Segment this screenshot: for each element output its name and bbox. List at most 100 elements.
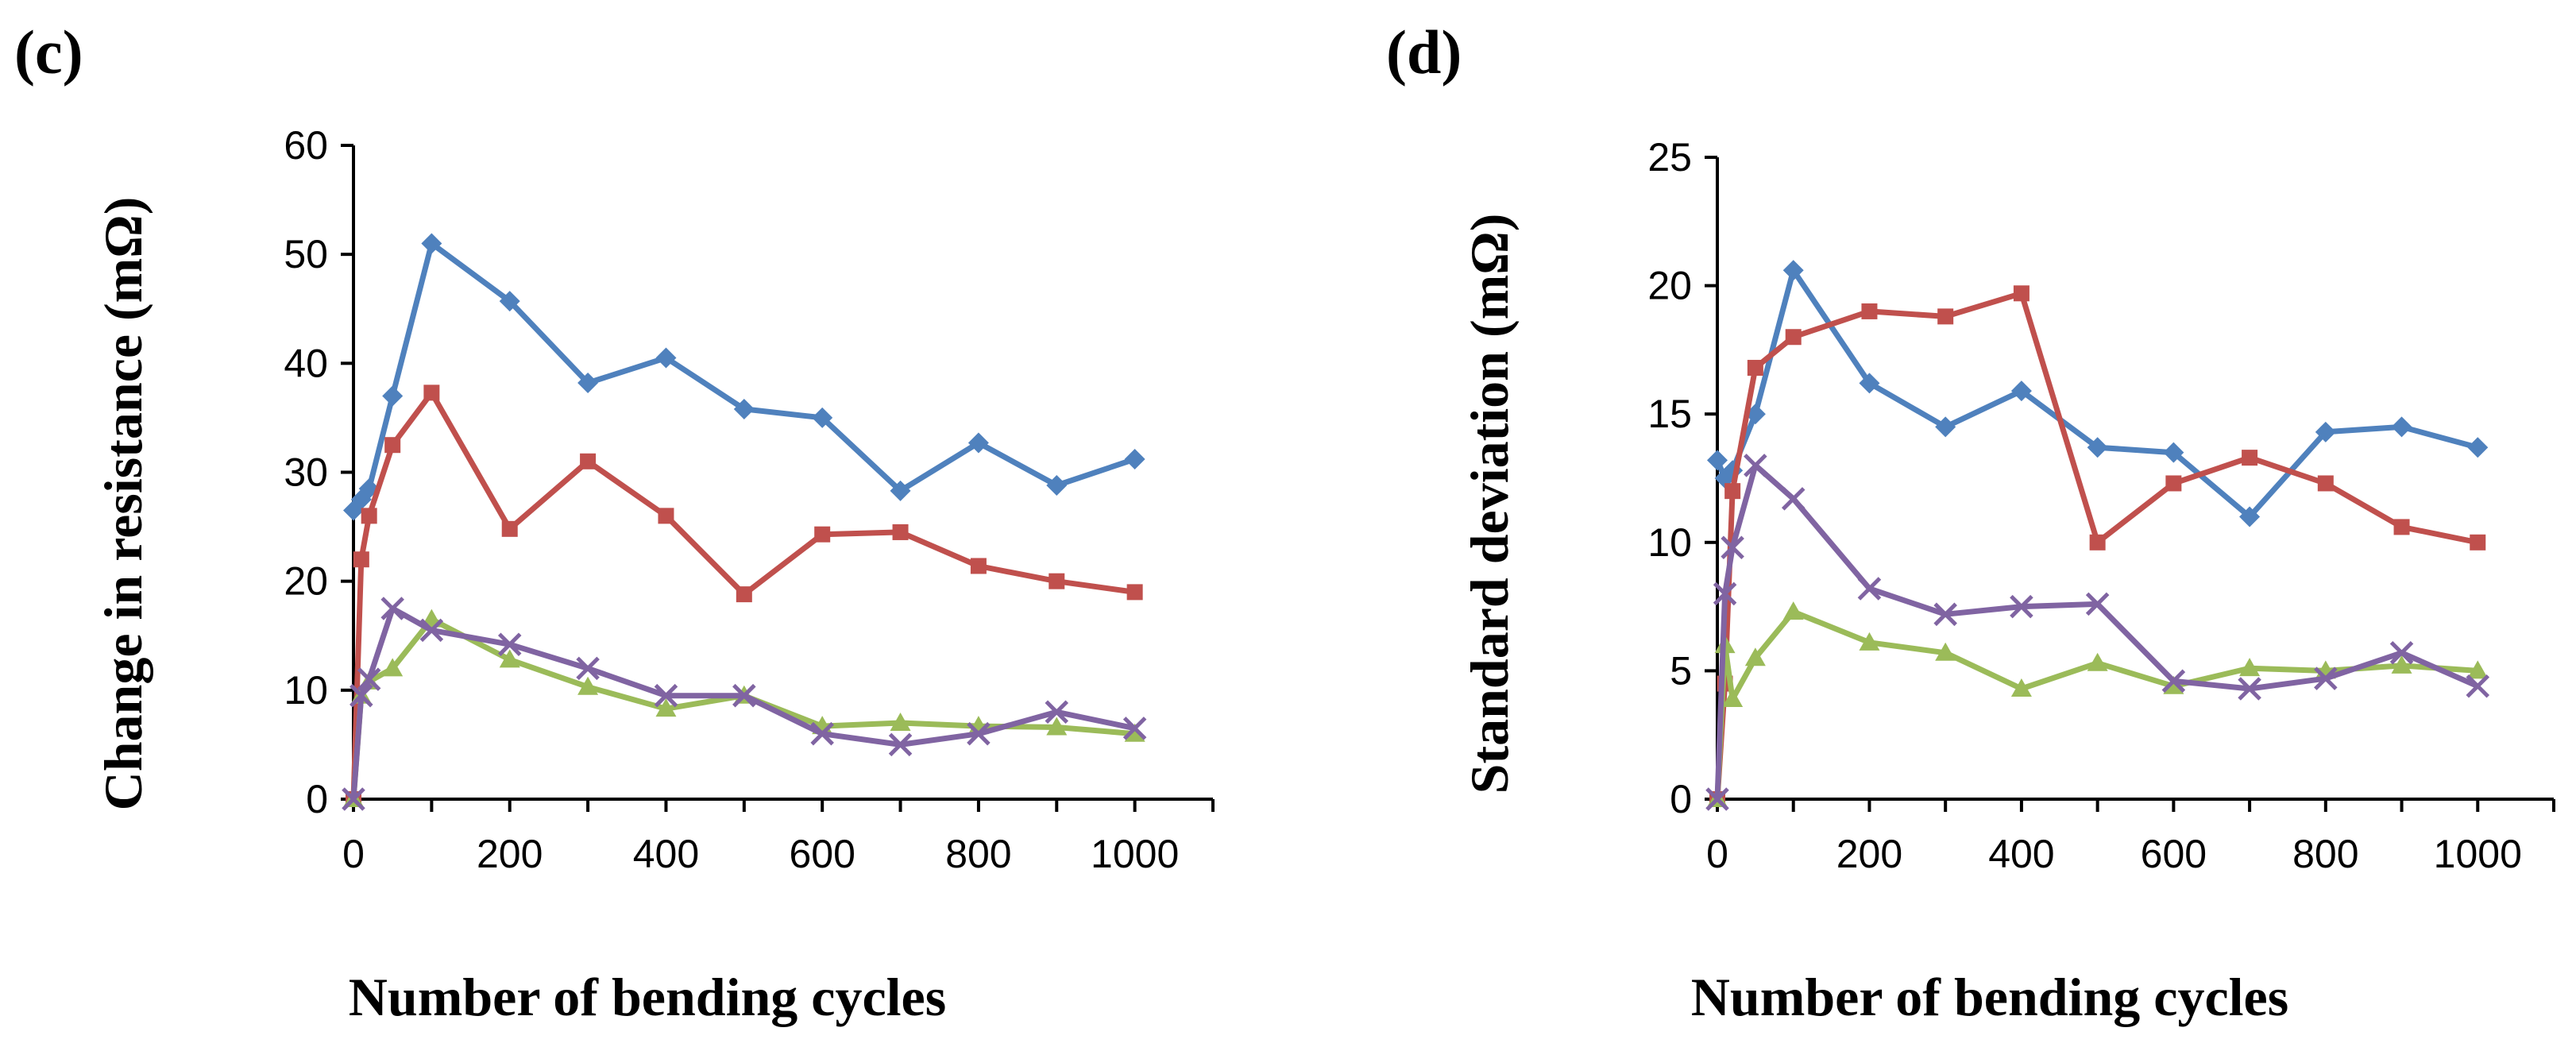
data-point-blue-d-10 (2239, 506, 2261, 527)
data-point-purple-d-8 (2085, 592, 2110, 616)
series-line-red-c (350, 389, 1138, 802)
data-point-purple-c-5 (497, 632, 522, 656)
data-point-red-c-4 (423, 384, 440, 401)
data-point-red-c-10 (892, 524, 909, 540)
x-tick-label-c-1: 200 (477, 832, 543, 876)
data-point-red-c-3 (384, 437, 401, 454)
data-point-purple-c-2 (357, 667, 381, 691)
data-point-red-c-9 (814, 526, 831, 543)
data-point-green-c-13 (1124, 723, 1145, 742)
x-tick-label-d-4: 800 (2292, 832, 2358, 876)
data-point-green-d-6 (1935, 642, 1956, 661)
data-point-purple-d-4 (1781, 487, 1806, 511)
data-point-red-d-12 (2393, 519, 2410, 535)
data-point-purple-d-2 (1721, 535, 1744, 560)
x-tick-label-c-2: 400 (633, 832, 699, 876)
data-point-red-d-7 (2013, 285, 2030, 302)
data-point-green-c-10 (890, 712, 911, 731)
x-tick-label-d-3: 600 (2141, 832, 2207, 876)
data-point-green-d-2 (1722, 688, 1744, 707)
y-tick-label-d-3: 15 (1647, 392, 1692, 436)
data-point-green-d-8 (2087, 652, 2108, 671)
series-line-blue-c (350, 241, 1138, 513)
data-point-blue-d-7 (2010, 381, 2032, 402)
x-tick-label-c-4: 800 (945, 832, 1011, 876)
data-point-red-d-6 (1937, 308, 1954, 325)
data-point-green-c-6 (577, 676, 599, 695)
data-point-purple-c-0 (342, 787, 365, 811)
data-point-purple-d-1 (1713, 581, 1737, 606)
data-point-green-d-4 (1782, 601, 1804, 620)
data-point-purple-d-3 (1744, 454, 1767, 477)
data-point-green-d-9 (2163, 675, 2184, 694)
data-point-purple-d-5 (1857, 577, 1882, 601)
x-tick-label-d-2: 400 (1988, 832, 2054, 876)
data-point-blue-d-5 (1859, 373, 1880, 394)
series-line-red-d (1714, 290, 2481, 802)
data-point-green-d-10 (2239, 658, 2261, 677)
data-point-red-c-12 (1049, 573, 1065, 589)
x-axis-title-c: Number of bending cycles (349, 967, 946, 1027)
x-tick-label-c-3: 600 (789, 832, 855, 876)
y-tick-label-d-5: 25 (1647, 135, 1692, 180)
data-point-blue-d-0 (1707, 450, 1728, 471)
y-tick-label-c-4: 40 (284, 341, 328, 385)
x-tick-label-d-1: 200 (1836, 832, 1902, 876)
data-point-purple-c-9 (810, 721, 834, 746)
data-point-red-c-8 (736, 586, 752, 603)
data-point-red-c-7 (658, 508, 674, 524)
data-point-green-c-12 (1046, 717, 1068, 736)
data-point-red-d-3 (1747, 360, 1763, 377)
data-point-red-d-11 (2317, 475, 2334, 492)
data-point-blue-c-10 (890, 480, 911, 501)
data-point-green-c-3 (382, 658, 404, 677)
data-point-purple-d-6 (1933, 602, 1957, 627)
data-point-red-d-5 (1861, 303, 1878, 319)
x-tick-label-c-5: 1000 (1091, 832, 1179, 876)
series-line-green-c (350, 616, 1138, 802)
data-point-blue-d-12 (2391, 416, 2412, 438)
data-point-purple-d-10 (2238, 677, 2261, 701)
data-point-blue-c-8 (733, 398, 755, 419)
chart-panel-d: (d) Standard deviation (mΩ) Number of be… (1386, 17, 2555, 1027)
y-tick-label-c-1: 10 (284, 668, 328, 713)
data-point-blue-d-11 (2315, 421, 2336, 442)
y-tick-label-d-1: 5 (1670, 648, 1692, 693)
data-point-blue-c-11 (967, 432, 989, 454)
data-point-purple-c-8 (732, 683, 756, 708)
data-point-red-d-8 (2089, 534, 2106, 551)
y-axis-title-d: Standard deviation (mΩ) (1459, 214, 1520, 794)
data-point-red-d-2 (1724, 483, 1741, 500)
x-tick-label-d-0: 0 (1706, 832, 1728, 876)
y-tick-label-c-3: 30 (284, 450, 328, 495)
data-point-purple-c-3 (380, 597, 404, 620)
data-point-blue-d-4 (1782, 260, 1804, 281)
data-point-purple-c-1 (350, 683, 373, 708)
data-point-green-d-3 (1744, 647, 1766, 666)
y-tick-label-d-4: 20 (1647, 264, 1692, 308)
data-point-red-c-2 (361, 508, 377, 524)
series-line-purple-d (1714, 462, 2481, 802)
data-point-purple-d-11 (2314, 666, 2338, 690)
data-point-blue-d-8 (2087, 437, 2108, 458)
data-point-blue-c-12 (1046, 474, 1068, 496)
data-point-blue-c-6 (577, 373, 599, 394)
data-point-red-c-5 (501, 520, 518, 537)
data-point-red-d-9 (2165, 475, 2182, 492)
data-point-purple-c-11 (967, 721, 991, 746)
y-axis-title-c: Change in resistance (mΩ) (93, 197, 153, 811)
data-point-purple-c-4 (419, 618, 444, 643)
series-line-green-d (1714, 608, 2481, 802)
data-point-red-c-6 (580, 453, 597, 469)
data-point-purple-d-0 (1705, 787, 1729, 811)
series-line-purple-c (350, 605, 1138, 802)
data-point-green-d-7 (2010, 678, 2032, 697)
y-tick-label-d-0: 0 (1670, 777, 1692, 821)
data-point-purple-d-7 (2010, 594, 2033, 619)
chart-panel-c: (c) Change in resistance (mΩ) Number of … (14, 17, 1215, 1027)
data-point-red-c-11 (970, 558, 987, 574)
data-point-blue-d-13 (2467, 437, 2489, 458)
y-tick-label-c-5: 50 (284, 232, 328, 276)
